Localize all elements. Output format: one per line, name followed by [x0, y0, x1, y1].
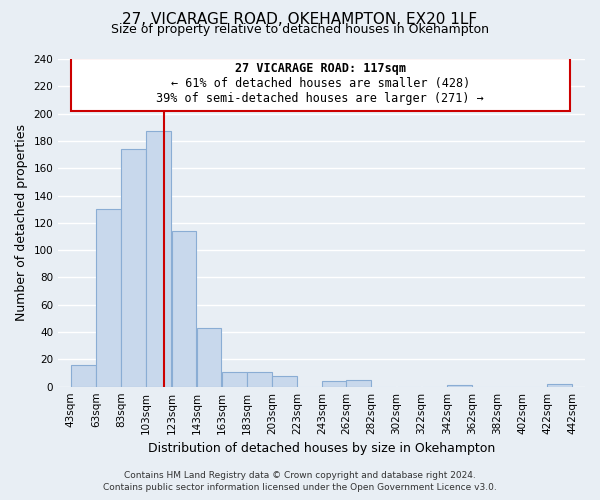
Bar: [146, 132, 171, 386]
Bar: [197, 328, 221, 386]
Bar: [96, 209, 121, 386]
X-axis label: Distribution of detached houses by size in Okehampton: Distribution of detached houses by size …: [148, 442, 495, 455]
Text: 27 VICARAGE ROAD: 117sqm: 27 VICARAGE ROAD: 117sqm: [235, 62, 406, 74]
Bar: [121, 149, 146, 386]
Text: Size of property relative to detached houses in Okehampton: Size of property relative to detached ho…: [111, 22, 489, 36]
Bar: [247, 372, 272, 386]
Text: Contains HM Land Registry data © Crown copyright and database right 2024.
Contai: Contains HM Land Registry data © Crown c…: [103, 471, 497, 492]
Bar: [322, 381, 347, 386]
FancyBboxPatch shape: [71, 58, 570, 111]
Text: 39% of semi-detached houses are larger (271) →: 39% of semi-detached houses are larger (…: [157, 92, 484, 105]
Bar: [272, 376, 297, 386]
Bar: [346, 380, 371, 386]
Text: 27, VICARAGE ROAD, OKEHAMPTON, EX20 1LF: 27, VICARAGE ROAD, OKEHAMPTON, EX20 1LF: [122, 12, 478, 28]
Text: ← 61% of detached houses are smaller (428): ← 61% of detached houses are smaller (42…: [171, 76, 470, 90]
Bar: [547, 384, 572, 386]
Bar: [71, 365, 95, 386]
Bar: [222, 372, 247, 386]
Bar: [172, 231, 196, 386]
Y-axis label: Number of detached properties: Number of detached properties: [15, 124, 28, 322]
